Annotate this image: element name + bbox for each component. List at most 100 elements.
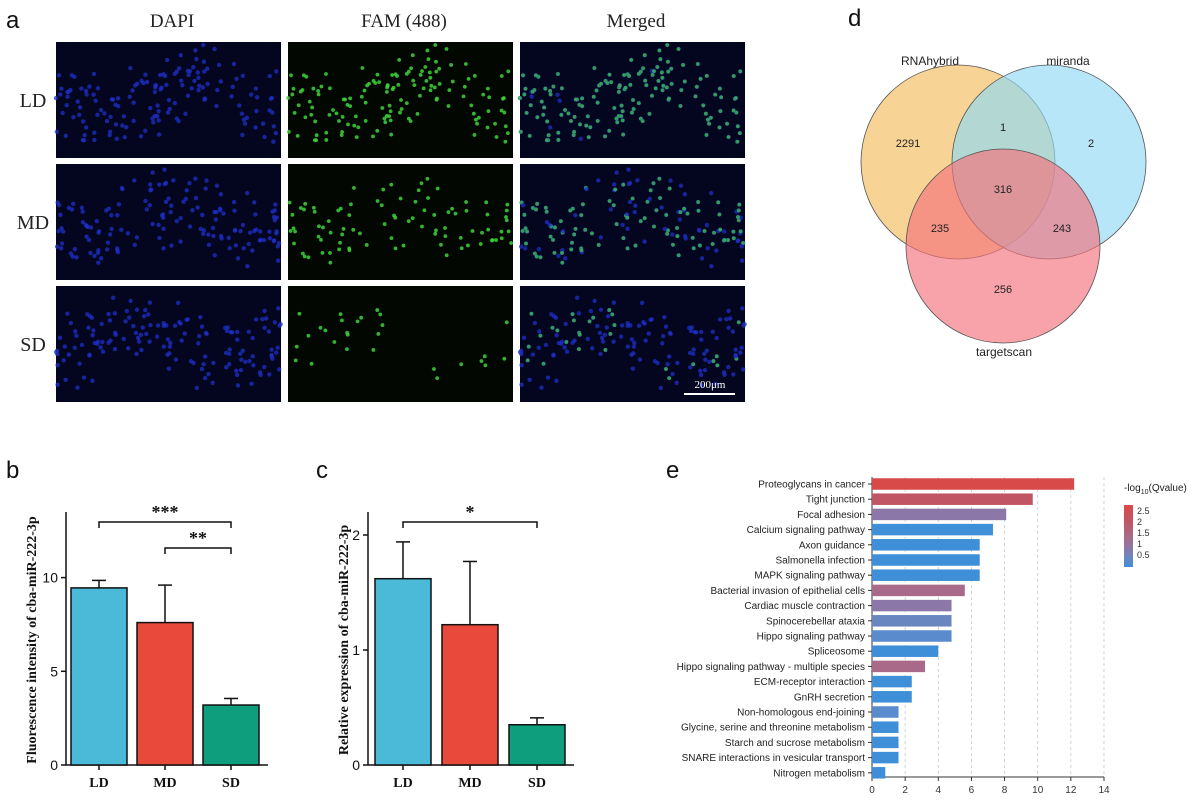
nucleus-dot [229,94,234,99]
nucleus-dot [121,336,126,342]
nucleus-dot [272,208,277,213]
nucleus-dot [576,311,582,316]
fam-signal-dot [301,251,305,256]
fam-signal-dot [614,116,619,121]
x-tick-label: MD [458,776,481,791]
fam-signal-dot [603,134,607,139]
fam-signal-dot [340,232,345,237]
fam-signal-dot [572,318,576,323]
fam-signal-dot [499,236,504,241]
fam-signal-dot [424,79,429,83]
fam-signal-dot [406,219,411,224]
panel-label-e: e [666,457,679,484]
fam-signal-dot [288,229,293,233]
nucleus-dot [138,134,144,139]
nucleus-dot [241,246,246,251]
fam-signal-dot [631,98,635,102]
fam-signal-dot [704,133,709,137]
nucleus-dot [87,314,93,319]
nucleus-dot [624,212,630,217]
nucleus-dot [632,340,637,346]
fam-signal-dot [706,117,710,122]
fam-signal-dot [302,207,306,212]
nucleus-dot [204,66,210,71]
pathway-label: Non-homologous end-joining [737,708,865,719]
nucleus-dot [132,178,137,183]
fam-signal-dot [630,110,634,115]
nucleus-dot [124,308,130,314]
nucleus-dot [188,359,194,364]
nucleus-dot [276,367,282,372]
nucleus-dot [92,137,97,143]
x-tick-label: 10 [1032,785,1044,796]
fam-signal-dot [526,344,531,349]
fam-signal-dot [503,124,508,129]
fam-signal-dot [426,57,431,62]
pathway-label: SNARE interactions in vesicular transpor… [682,753,866,764]
nucleus-dot [707,359,712,365]
fam-signal-dot [458,235,463,240]
fam-signal-dot [397,58,402,62]
fam-signal-dot [655,65,660,69]
fam-signal-dot [382,222,387,226]
fam-signal-dot [731,229,736,234]
fam-signal-dot [667,186,672,191]
fam-signal-dot [585,114,590,119]
nucleus-dot [523,246,528,251]
fam-signal-dot [290,212,295,217]
nucleus-dot [708,190,714,196]
fam-signal-dot [324,130,329,135]
fam-signal-dot [548,89,552,93]
fam-signal-dot [429,83,434,88]
nucleus-dot [556,340,562,346]
fam-signal-dot [461,94,466,99]
nucleus-dot [178,52,183,58]
nucleus-dot [662,226,667,232]
pathway-label: Spinocerebellar ataxia [766,616,865,627]
nucleus-dot [564,349,570,354]
nucleus-dot [665,362,670,367]
fam-signal-dot [603,348,608,352]
nucleus-dot [112,311,118,316]
fam-signal-dot [534,254,539,259]
pathway-bar [872,478,1075,490]
nucleus-dot [598,351,603,357]
fam-signal-dot [544,138,549,143]
fam-signal-dot [334,111,339,116]
pathway-bar [872,508,1007,521]
fam-signal-dot [520,229,525,233]
nucleus-dot [620,222,625,228]
nucleus-dot [88,250,93,256]
legend-tick-label: 2 [1137,517,1142,527]
pathway-label: Hippo signaling pathway - multiple speci… [677,662,865,673]
fam-signal-dot [650,93,654,98]
nucleus-dot [201,362,206,367]
nucleus-dot [643,338,648,343]
nucleus-dot [115,96,121,101]
fam-signal-dot [326,219,331,224]
nucleus-dot [253,86,259,91]
fam-signal-dot [307,99,312,104]
nucleus-dot [56,73,62,78]
fam-signal-dot [651,181,656,186]
nucleus-dot [698,372,704,378]
nucleus-dot [194,56,199,62]
nucleus-dot [735,238,741,243]
nucleus-dot [240,132,245,138]
fam-signal-dot [444,253,449,258]
fam-signal-dot [667,96,671,101]
fam-signal-dot [669,81,674,86]
fam-signal-dot [584,123,589,128]
nucleus-dot [230,84,236,89]
nucleus-dot [128,298,133,304]
nucleus-dot [80,137,86,143]
significance-label: ** [189,528,207,548]
venn-label-miranda: miranda [1046,54,1090,68]
fam-signal-dot [539,99,544,104]
fam-signal-dot [466,76,471,81]
nucleus-dot [183,196,188,202]
nucleus-dot [206,232,211,237]
nucleus-dot [691,347,696,352]
nucleus-dot [187,224,193,229]
nucleus-dot [95,250,101,256]
